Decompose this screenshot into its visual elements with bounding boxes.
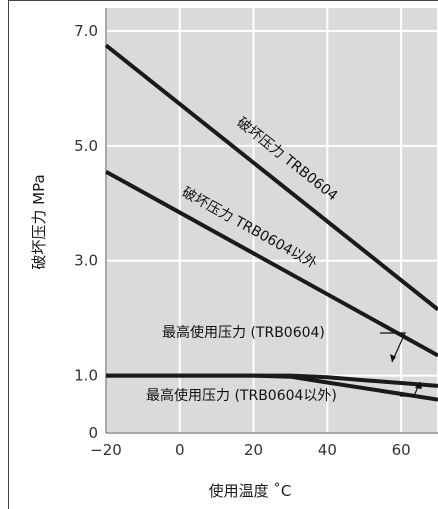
tick-labels: 01.03.05.07.0−20 0 20 40 60 [74, 22, 411, 459]
chart-frame [8, 0, 438, 509]
arrow-head-3 [390, 354, 396, 362]
x-tick-label: 0 [175, 441, 185, 459]
y-tick-label: 0 [88, 424, 98, 442]
y-tick-label: 1.0 [74, 367, 98, 385]
series-label-3: 最高使用压力 (TRB0604) [162, 324, 325, 341]
x-axis-label: 使用温度 ˚C [209, 482, 292, 500]
x-tick-label: 20 [244, 441, 263, 459]
x-tick-label: −20 [90, 441, 122, 459]
series-line-2 [105, 169, 438, 358]
x-tick-label: 60 [392, 441, 411, 459]
y-axis-label: 破坏压力 MPa [30, 174, 48, 269]
y-tick-label: 5.0 [74, 137, 98, 155]
series-line-4 [106, 373, 438, 402]
series-label-4: 最高使用压力 (TRB0604以外) [146, 387, 337, 404]
x-tick-label: 40 [318, 441, 337, 459]
series-lines [104, 43, 438, 402]
y-tick-label: 7.0 [74, 22, 98, 40]
plot-area [106, 8, 438, 433]
grid [105, 8, 438, 434]
y-tick-label: 3.0 [74, 252, 98, 270]
arrow-head-4 [415, 382, 422, 389]
series-line-1 [104, 43, 438, 312]
leader-line-3 [380, 332, 406, 363]
